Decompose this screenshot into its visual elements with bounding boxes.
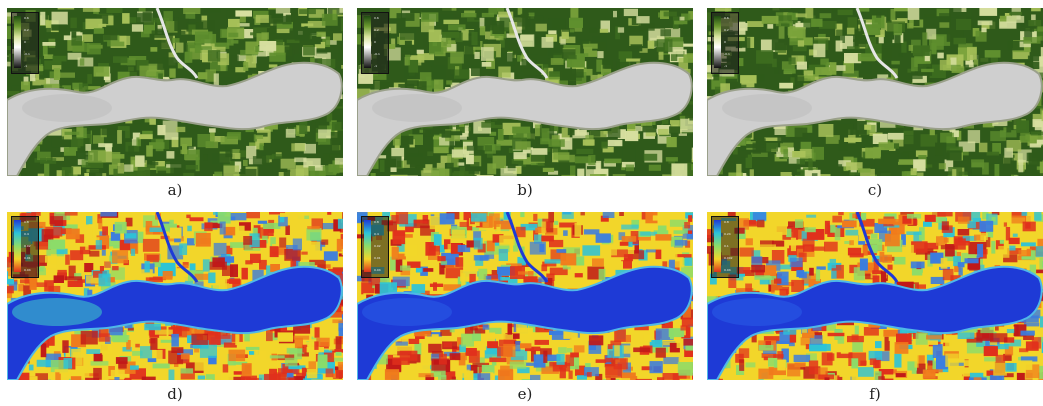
map-panel-d: 0.8 0.4 0.02 0.01 0.04: [7, 212, 343, 380]
colorbar-tick-label: 0.1: [724, 244, 729, 248]
map-image: [357, 212, 693, 380]
colorbar-tick-label: 0.2: [374, 28, 379, 32]
colorbar-tick-label: 0.2: [24, 28, 29, 32]
colorbar-tick-label: 0.8: [24, 220, 29, 224]
colorbar-gradient: [364, 16, 371, 68]
caption-e: e): [517, 385, 533, 403]
colorbar-tick-label: -1: [724, 64, 727, 68]
colorbar-legend: 0.8 0.4 0.02 0.01 0.04: [361, 216, 389, 278]
colorbar-tick-label: 0.8: [374, 220, 379, 224]
colorbar-tick-label: 0.02: [24, 244, 31, 248]
caption-b: b): [517, 181, 533, 199]
colorbar-tick-label: 0.4: [24, 232, 29, 236]
colorbar-legend: 0.6 0.2 0 -0.1 -1: [11, 12, 39, 74]
colorbar-tick-label: 0.04: [24, 268, 31, 272]
colorbar-tick-label: 0: [24, 40, 26, 44]
colorbar-tick-label: 0.6: [724, 16, 729, 20]
colorbar-tick-label: -0.1: [24, 52, 30, 56]
colorbar-legend: 0.6 0.2 0 -0.1 -1: [711, 12, 739, 74]
colorbar-legend: 0.8 0.4 0.02 0.01 0.04: [11, 216, 39, 278]
colorbar-gradient: [714, 220, 721, 272]
map-image: [707, 212, 1043, 380]
colorbar-tick-label: 0.04: [374, 268, 381, 272]
colorbar-tick-label: 0.04: [724, 268, 731, 272]
colorbar-tick-label: 0.002: [724, 256, 733, 260]
colorbar-tick-label: -0.1: [724, 52, 730, 56]
map-image: [7, 212, 343, 380]
colorbar-tick-label: 0.24: [724, 232, 731, 236]
colorbar-gradient: [14, 16, 21, 68]
map-panel-b: 0.6 0.2 0 -0.1 -1: [357, 8, 693, 176]
caption-c: c): [867, 181, 883, 199]
caption-f: f): [869, 385, 881, 403]
caption-a: a): [167, 181, 183, 199]
colorbar-tick-label: 0: [374, 40, 376, 44]
colorbar-gradient: [714, 16, 721, 68]
colorbar-legend: 0.6 0.2 0 -0.1 -1: [361, 12, 389, 74]
colorbar-tick-label: 0.6: [374, 16, 379, 20]
map-panel-c: 0.6 0.2 0 -0.1 -1: [707, 8, 1043, 176]
colorbar-tick-label: 0.01: [374, 256, 381, 260]
caption-d: d): [167, 385, 183, 403]
map-image: [707, 8, 1043, 176]
colorbar-tick-label: 0.02: [374, 244, 381, 248]
map-panel-e: 0.8 0.4 0.02 0.01 0.04: [357, 212, 693, 380]
colorbar-tick-label: 0.8: [724, 220, 729, 224]
map-panel-a: 0.6 0.2 0 -0.1 -1: [7, 8, 343, 176]
colorbar-tick-label: 0.6: [24, 16, 29, 20]
colorbar-gradient: [364, 220, 371, 272]
colorbar-tick-label: -0.1: [374, 52, 380, 56]
colorbar-gradient: [14, 220, 21, 272]
colorbar-tick-label: 0.4: [374, 232, 379, 236]
map-image: [7, 8, 343, 176]
map-panel-f: 0.8 0.24 0.1 0.002 0.04: [707, 212, 1043, 380]
colorbar-tick-label: 0.01: [24, 256, 31, 260]
colorbar-tick-label: 0.2: [724, 28, 729, 32]
colorbar-legend: 0.8 0.24 0.1 0.002 0.04: [711, 216, 739, 278]
colorbar-tick-label: -1: [24, 64, 27, 68]
colorbar-tick-label: 0: [724, 40, 726, 44]
map-image: [357, 8, 693, 176]
colorbar-tick-label: -1: [374, 64, 377, 68]
